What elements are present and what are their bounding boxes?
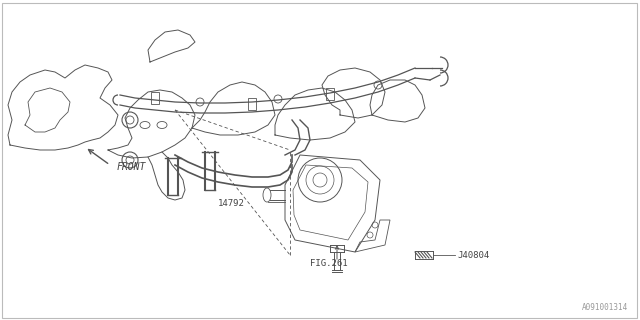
Bar xyxy=(326,88,334,100)
Text: J40804: J40804 xyxy=(457,251,489,260)
Text: A091001314: A091001314 xyxy=(582,303,628,312)
Bar xyxy=(248,98,256,110)
Text: FRONT: FRONT xyxy=(117,162,147,172)
Bar xyxy=(151,92,159,104)
Text: FIG.261: FIG.261 xyxy=(310,259,348,268)
Text: 14792: 14792 xyxy=(218,199,245,209)
